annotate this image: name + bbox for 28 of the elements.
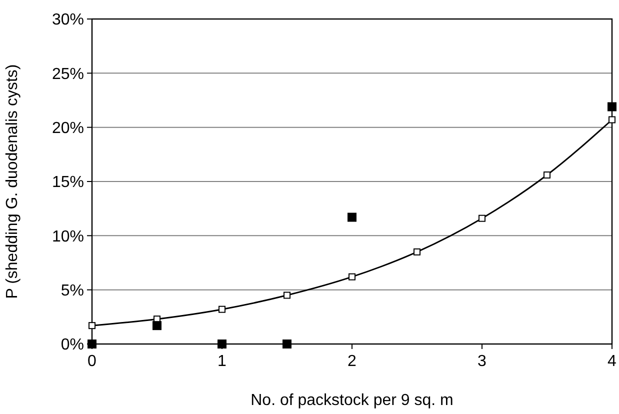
y-axis-title: P (shedding G. duodenalis cysts) xyxy=(4,64,21,299)
x-tick-label: 0 xyxy=(88,353,97,370)
x-tick-label: 1 xyxy=(218,353,227,370)
y-tick-label: 15% xyxy=(52,174,84,192)
point xyxy=(284,292,290,299)
x-tick-label: 4 xyxy=(608,353,617,370)
point xyxy=(478,214,486,222)
y-tick-label: 25% xyxy=(52,66,84,83)
point xyxy=(88,340,96,348)
point xyxy=(414,248,420,256)
point xyxy=(608,102,616,112)
point xyxy=(218,306,226,313)
point xyxy=(348,273,356,280)
x-tick-label: 3 xyxy=(478,353,487,370)
point xyxy=(152,321,162,330)
y-tick-label: 30% xyxy=(52,12,84,29)
point xyxy=(282,340,292,348)
y-tick-label: 20% xyxy=(52,120,84,137)
x-tick-label: 2 xyxy=(348,353,357,370)
point xyxy=(218,340,226,348)
y-tick-label: 10% xyxy=(52,228,84,246)
point xyxy=(608,116,616,124)
x-axis-title: No. of packstock per 9 sq. m xyxy=(250,392,454,409)
point xyxy=(544,172,550,178)
point xyxy=(88,322,96,330)
y-tick-label: 0% xyxy=(60,336,84,354)
y-tick-label: 5% xyxy=(60,282,84,300)
point xyxy=(348,212,356,222)
